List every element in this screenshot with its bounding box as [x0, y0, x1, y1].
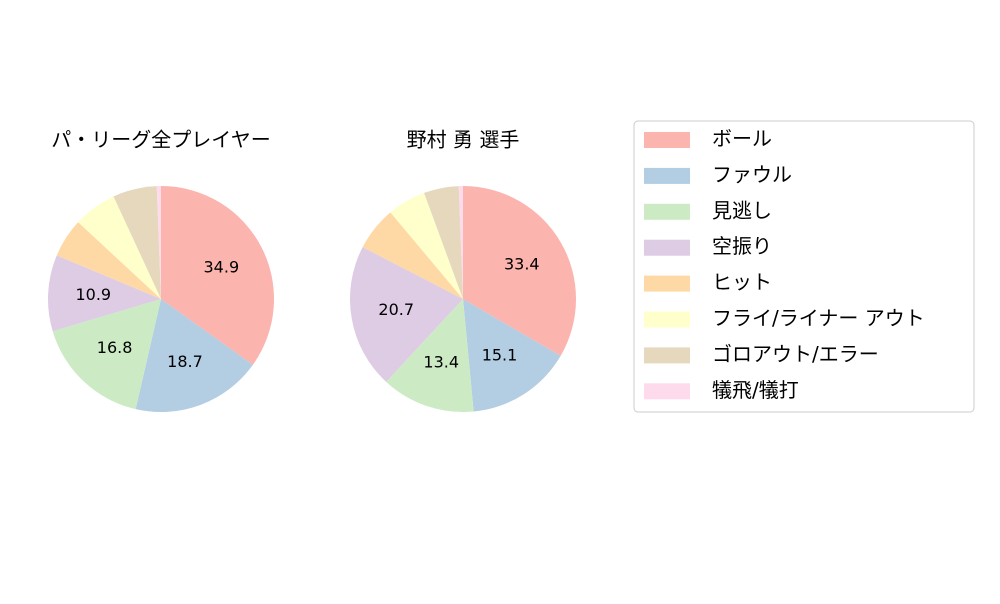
pie-slice — [390, 192, 463, 299]
legend-label: フライ/ライナー アウト — [712, 306, 925, 330]
legend-label: ヒット — [712, 270, 772, 294]
legend-label: ボール — [712, 127, 772, 151]
legend-swatch — [644, 311, 690, 328]
legend-swatch — [644, 167, 690, 184]
legend-box — [633, 120, 975, 413]
pie-slice — [362, 212, 463, 299]
pie-slice — [56, 222, 162, 299]
legend-label: 犠飛/犠打 — [712, 378, 799, 402]
pie-slice — [161, 186, 275, 365]
legend-label: ゴロアウト/エラー — [712, 342, 879, 366]
legend-swatch — [644, 132, 690, 148]
value-label: 13.4 — [423, 353, 459, 372]
pie-slice — [156, 186, 161, 299]
pie-slice — [424, 186, 463, 299]
legend-label: 見逃し — [712, 198, 772, 222]
value-label: 16.8 — [97, 338, 133, 357]
pie-slice — [463, 299, 561, 412]
pie-slice — [135, 299, 253, 412]
legend-swatch — [644, 275, 690, 292]
pie-slice — [113, 186, 161, 299]
legend-label: ファウル — [712, 162, 792, 186]
pie-slice — [47, 255, 161, 332]
chart-title: 野村 勇 選手 — [407, 128, 520, 152]
pie-slice — [386, 299, 474, 412]
value-label: 18.7 — [167, 352, 203, 371]
pie-slice — [463, 186, 576, 356]
value-label: 15.1 — [482, 346, 518, 365]
value-label: 34.9 — [204, 258, 240, 277]
pie-slice — [78, 196, 161, 299]
value-label: 20.7 — [378, 300, 414, 319]
legend-label: 空振り — [712, 234, 772, 258]
value-label: 10.9 — [75, 285, 111, 304]
pie-slice — [350, 247, 463, 382]
legend-swatch — [644, 239, 690, 256]
legend-swatch — [644, 203, 690, 220]
legend-swatch — [644, 383, 690, 400]
legend-swatch — [644, 347, 690, 364]
value-label: 33.4 — [504, 255, 540, 274]
pie-slice — [52, 299, 161, 410]
pie-slice — [458, 186, 463, 299]
chart-title: パ・リーグ全プレイヤー — [51, 128, 270, 152]
